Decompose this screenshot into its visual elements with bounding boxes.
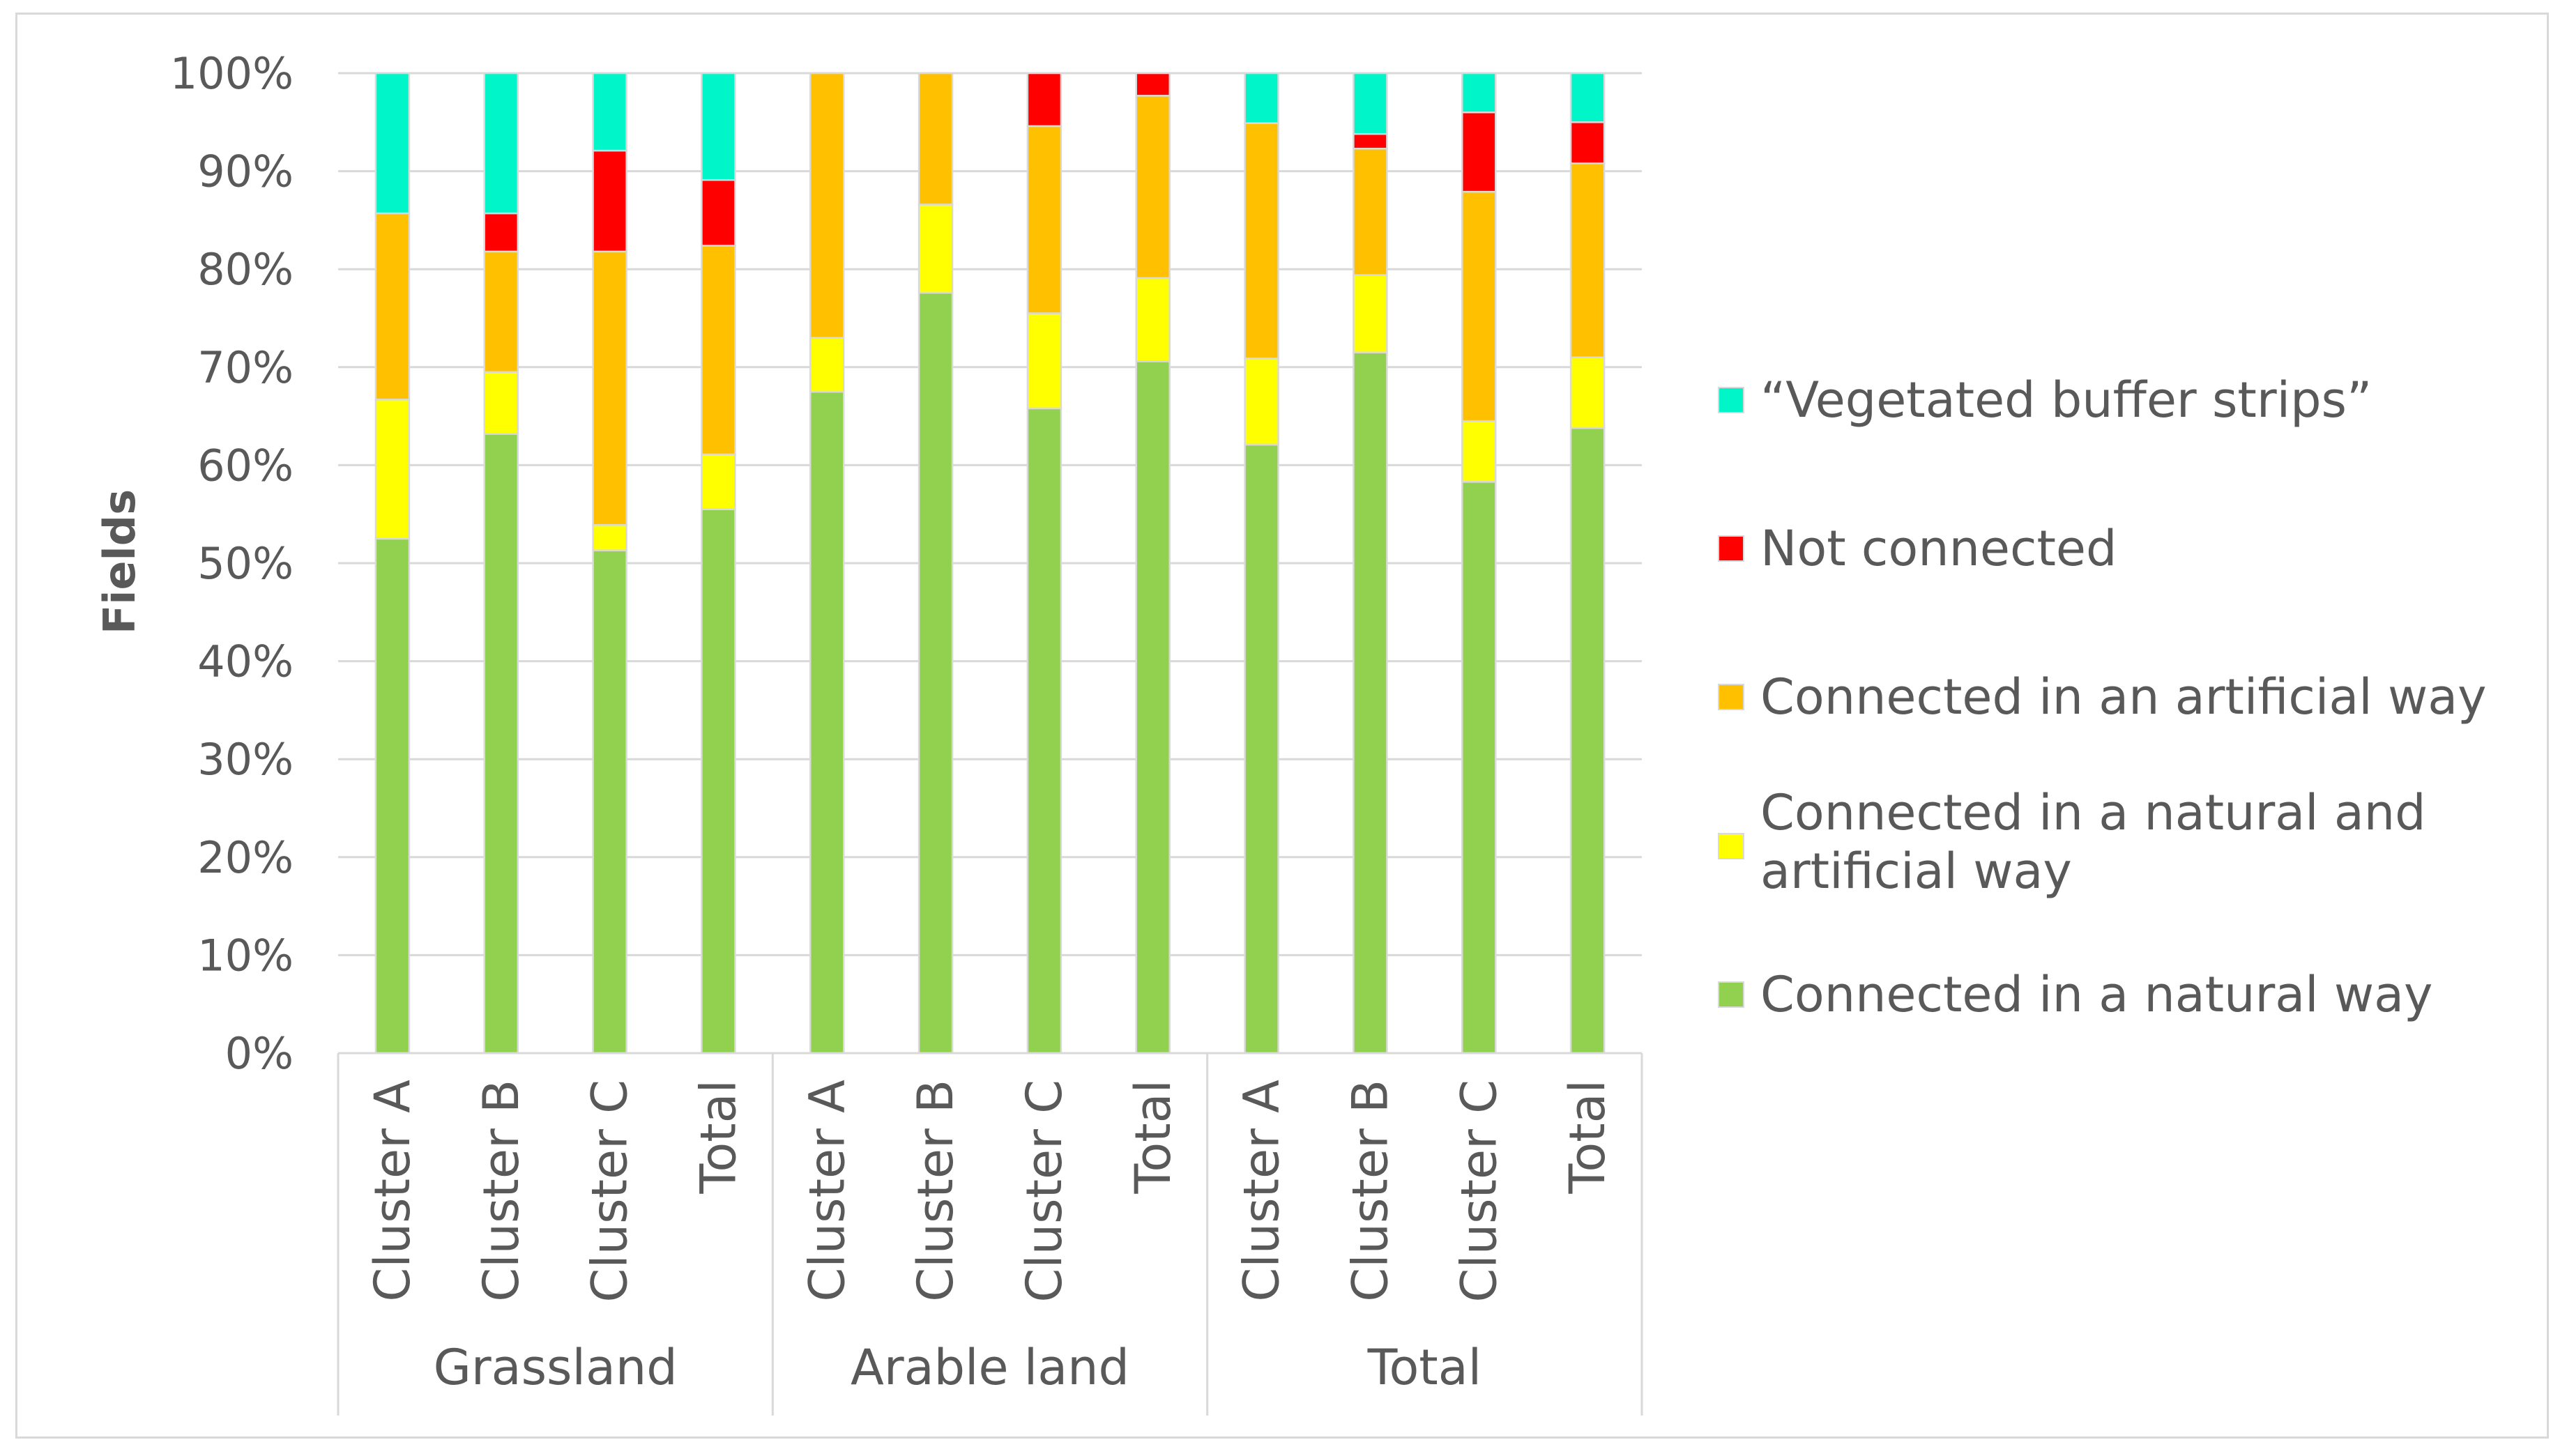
- bar-segment: [917, 204, 954, 294]
- chart-frame: 0% 10% 20% 30% 40% 50% 60% 70% 80% 90% 100% Grassl…: [15, 13, 2549, 1439]
- bar-segment: [374, 212, 411, 401]
- bar-segment: [1353, 132, 1388, 150]
- bar-segment: [1353, 72, 1388, 135]
- legend-label: artificial way: [1760, 843, 2072, 900]
- stacked-bar-chart: 0% 10% 20% 30% 40% 50% 60% 70% 80% 90% 100% Grassl…: [94, 48, 2487, 1416]
- bar-segment: [1461, 420, 1497, 483]
- bar-segment: [1026, 72, 1062, 128]
- bar-segment: [1244, 443, 1279, 1055]
- bar-segment: [701, 245, 736, 456]
- category-label: Cluster C: [1450, 1080, 1507, 1303]
- group-label: Arable land: [851, 1339, 1129, 1396]
- legend-label: Not connected: [1760, 520, 2117, 577]
- bar-segment: [1135, 95, 1171, 279]
- bar-segment: [1026, 312, 1062, 410]
- bar-segment: [1461, 111, 1497, 193]
- bar-segment: [592, 149, 627, 253]
- y-tick-label: 50%: [197, 538, 294, 589]
- bar-segment: [1135, 277, 1171, 362]
- bar-segment: [1135, 72, 1171, 97]
- y-tick-label: 70%: [197, 342, 294, 393]
- y-tick-label: 80%: [197, 244, 294, 295]
- bar-segment: [1461, 190, 1497, 422]
- y-tick-label: 100%: [170, 48, 294, 99]
- bar-segment: [483, 72, 519, 215]
- legend-swatch: [1718, 684, 1744, 710]
- bar-segment: [1244, 122, 1279, 360]
- legend-label: Connected in a natural and: [1760, 784, 2426, 841]
- legend-swatch: [1718, 981, 1744, 1008]
- bar-segment: [809, 390, 845, 1055]
- bar-segment: [701, 72, 736, 181]
- bar-segment: [1569, 356, 1606, 429]
- legend-label: Connected in an artificial way: [1760, 668, 2487, 726]
- bar-segment: [592, 523, 627, 551]
- category-label: Cluster B: [473, 1080, 530, 1302]
- category-label: Cluster A: [798, 1080, 855, 1302]
- bar-segment: [1353, 351, 1388, 1055]
- group-label: Total: [1367, 1339, 1481, 1396]
- bar-segment: [374, 537, 411, 1055]
- category-label: Total: [1125, 1080, 1182, 1194]
- bar-segment: [1569, 72, 1606, 123]
- bar-segment: [1461, 72, 1497, 114]
- gridlines: [338, 72, 1642, 1055]
- category-label: Cluster A: [364, 1080, 421, 1302]
- bar-segment: [483, 371, 519, 435]
- bar-segment: [1244, 357, 1279, 446]
- bar-segment: [483, 212, 519, 253]
- legend-swatch: [1718, 535, 1744, 562]
- y-tick-label: 20%: [197, 832, 294, 883]
- bar-segment: [701, 508, 736, 1055]
- bar-segment: [592, 250, 627, 526]
- bar-segment: [701, 179, 736, 247]
- bar-segment: [917, 72, 954, 206]
- bar-segment: [1353, 274, 1388, 353]
- bar-segment: [1461, 481, 1497, 1055]
- bar-segment: [1244, 72, 1279, 124]
- legend-swatch: [1718, 387, 1744, 413]
- bar-segment: [1353, 148, 1388, 276]
- y-tick-label: 10%: [197, 930, 294, 981]
- legend-label: Connected in a natural way: [1760, 966, 2432, 1023]
- legend-swatch: [1718, 833, 1744, 859]
- category-label: Cluster B: [907, 1080, 964, 1302]
- category-label: Cluster B: [1341, 1080, 1399, 1302]
- legend: “Vegetated buffer strips” Not connected Co…: [1718, 371, 2487, 1023]
- group-label: Grassland: [434, 1339, 678, 1396]
- bars: [374, 72, 1606, 1055]
- bar-segment: [1135, 360, 1171, 1055]
- bar-segment: [1569, 162, 1606, 358]
- bar-segment: [809, 72, 845, 339]
- bar-segment: [701, 453, 736, 510]
- x-axis: Grassland Arable land Total Cluster A Cluste…: [337, 1052, 1643, 1416]
- y-tick-label: 0%: [225, 1028, 294, 1079]
- bar-segment: [592, 549, 627, 1055]
- bar-segment: [592, 72, 627, 152]
- bar-segment: [374, 398, 411, 540]
- category-label: Total: [1559, 1080, 1616, 1194]
- bar-segment: [917, 291, 954, 1055]
- bar-segment: [483, 433, 519, 1055]
- bar-segment: [1569, 427, 1606, 1055]
- category-label: Total: [690, 1080, 747, 1194]
- bar-segment: [1026, 407, 1062, 1055]
- category-label: Cluster C: [1016, 1080, 1073, 1303]
- bar-segment: [809, 337, 845, 393]
- y-tick-label: 30%: [197, 734, 294, 785]
- y-tick-label: 90%: [197, 146, 294, 197]
- bar-segment: [483, 250, 519, 374]
- bar-segment: [1026, 125, 1062, 314]
- y-tick-label: 60%: [197, 440, 294, 491]
- y-axis-title: Fields: [94, 489, 145, 634]
- category-label: Cluster C: [581, 1080, 639, 1303]
- legend-label: “Vegetated buffer strips”: [1760, 371, 2372, 429]
- bar-segment: [374, 72, 411, 215]
- y-tick-label: 40%: [197, 636, 294, 687]
- bar-segment: [1569, 121, 1606, 164]
- category-label: Cluster A: [1233, 1080, 1290, 1302]
- y-axis: 0% 10% 20% 30% 40% 50% 60% 70% 80% 90% 100%: [170, 48, 294, 1079]
